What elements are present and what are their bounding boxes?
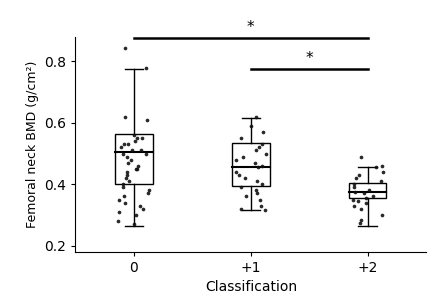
Point	[129, 148, 136, 153]
Point	[252, 188, 259, 193]
Point	[262, 208, 269, 213]
Text: *: *	[305, 51, 313, 66]
Point	[355, 199, 362, 204]
Point	[253, 148, 260, 153]
Point	[377, 179, 384, 184]
Point	[369, 194, 377, 199]
Point	[351, 185, 358, 190]
Point	[253, 179, 260, 184]
Point	[123, 169, 130, 174]
Point	[130, 133, 137, 138]
Point	[145, 191, 152, 196]
Point	[125, 179, 132, 184]
Point	[237, 136, 244, 141]
Point	[135, 163, 142, 168]
Point	[358, 206, 365, 211]
Point	[380, 169, 387, 174]
Text: *: *	[247, 20, 255, 35]
Point	[355, 173, 362, 177]
Point	[353, 176, 360, 181]
Point	[252, 160, 259, 165]
Point	[243, 194, 250, 199]
Point	[123, 173, 131, 177]
Y-axis label: Femoral neck BMD (g/cm²): Femoral neck BMD (g/cm²)	[26, 60, 39, 228]
Point	[232, 169, 239, 174]
Point	[121, 114, 128, 119]
Point	[350, 197, 357, 202]
Point	[365, 188, 373, 193]
X-axis label: Classification: Classification	[205, 280, 297, 294]
Point	[378, 212, 385, 217]
Point	[124, 160, 131, 165]
Point	[357, 220, 364, 225]
Point	[363, 200, 370, 205]
Point	[119, 151, 127, 156]
Point	[259, 130, 266, 134]
Point	[143, 151, 150, 156]
Point	[137, 203, 144, 208]
Point	[351, 182, 358, 187]
Point	[257, 197, 264, 202]
Point	[143, 117, 151, 122]
Point	[123, 176, 130, 181]
Point	[121, 194, 128, 199]
Point	[142, 65, 149, 70]
Point	[119, 182, 126, 187]
Point	[121, 142, 128, 147]
Point	[238, 185, 245, 190]
Point	[134, 166, 141, 171]
Point	[134, 136, 141, 141]
Point	[255, 145, 262, 150]
Point	[247, 123, 254, 128]
Point	[117, 145, 124, 150]
Point	[133, 166, 140, 171]
Point	[357, 217, 365, 222]
Point	[351, 189, 358, 194]
Point	[241, 176, 248, 181]
Point	[121, 200, 128, 205]
Point	[255, 165, 262, 170]
Bar	[232, 143, 270, 186]
Point	[120, 185, 127, 190]
Point	[115, 209, 123, 214]
Point	[357, 154, 365, 159]
Point	[252, 114, 259, 119]
Point	[361, 191, 368, 196]
Point	[257, 203, 264, 208]
Point	[115, 219, 122, 223]
Point	[254, 191, 261, 196]
Point	[115, 197, 123, 202]
Point	[124, 142, 131, 147]
Point	[128, 157, 135, 162]
Point	[362, 196, 369, 200]
Bar	[115, 134, 153, 184]
Point	[263, 151, 270, 156]
Point	[138, 148, 145, 153]
Point	[139, 206, 146, 211]
Bar	[349, 183, 386, 198]
Point	[373, 165, 380, 170]
Point	[139, 136, 146, 141]
Point	[123, 154, 131, 159]
Point	[238, 206, 245, 211]
Point	[379, 163, 386, 168]
Point	[131, 139, 138, 144]
Point	[350, 203, 357, 208]
Point	[258, 163, 266, 168]
Point	[259, 182, 266, 187]
Point	[122, 45, 129, 50]
Point	[131, 222, 138, 227]
Point	[145, 188, 152, 193]
Point	[233, 157, 240, 162]
Point	[235, 173, 242, 177]
Point	[258, 142, 266, 147]
Point	[240, 154, 247, 159]
Point	[133, 212, 140, 217]
